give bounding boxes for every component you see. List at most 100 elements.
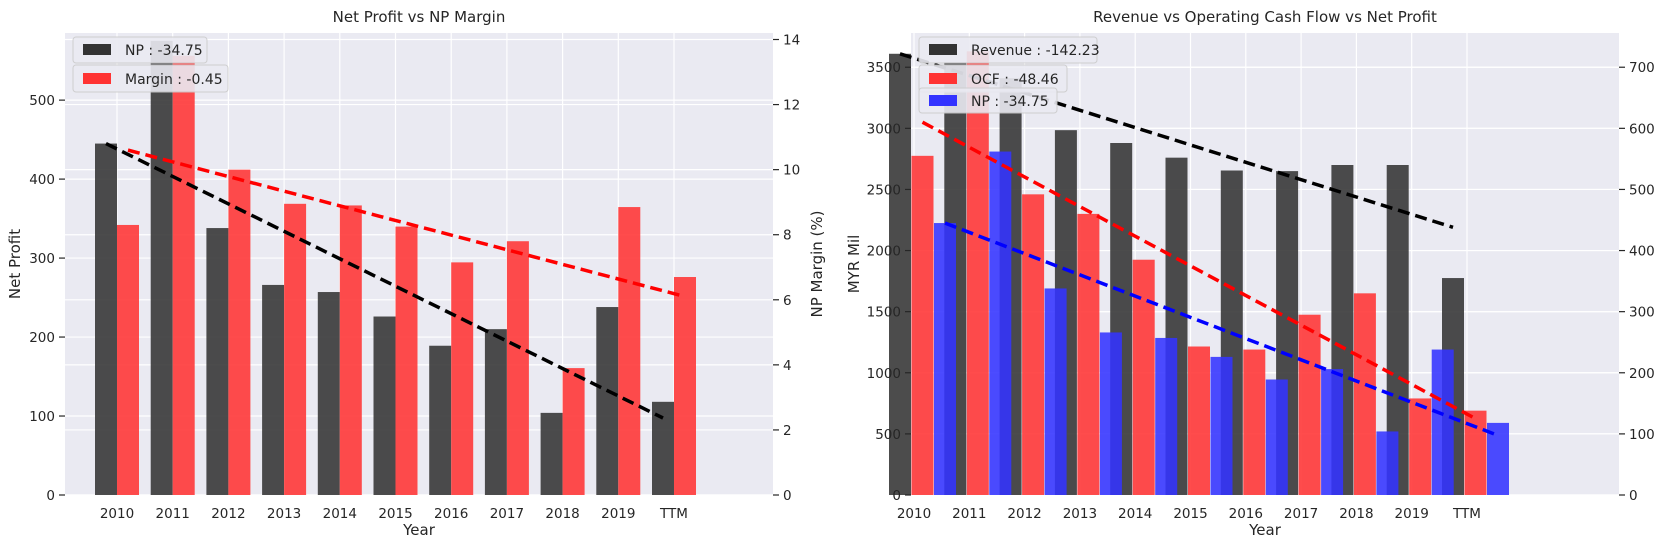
- left-y2-axis-label: NP Margin (%): [808, 211, 826, 318]
- trendline-ocf: [921, 120, 1477, 421]
- x-tick-label: TTM: [659, 506, 688, 522]
- bar-margin-2019: [618, 207, 641, 495]
- bar-ocf-2014: [1132, 259, 1155, 495]
- x-tick-label: 2011: [952, 506, 986, 522]
- bar-ocf-2013: [1077, 213, 1100, 495]
- y2-tick-label: 300: [1629, 305, 1655, 321]
- bar-revenue-2019: [1386, 165, 1409, 495]
- bar-np-2017: [1321, 369, 1344, 495]
- bar-np-2016: [429, 345, 452, 495]
- y-tick-label: 400: [29, 172, 55, 188]
- x-tick-label: 2016: [434, 506, 468, 522]
- right-legend-box-1: [918, 36, 1098, 64]
- y2-tick-label: 4: [783, 358, 792, 374]
- y-tick-label: 100: [29, 409, 55, 425]
- bar-ocf-2019: [1409, 398, 1432, 495]
- left-bars: [95, 40, 696, 496]
- bar-np-2012: [206, 228, 229, 496]
- bar-ocf-2015: [1188, 346, 1210, 495]
- bar-ocf-2017: [1298, 314, 1321, 495]
- y-tick-label: 0: [892, 488, 901, 504]
- left-chart: 0 100 200 300 400 500 0 2 4 6 8 10 12 14 2010 2011 2012 2…: [6, 8, 826, 539]
- y2-tick-label: 200: [1629, 366, 1655, 382]
- y-tick-label: 3000: [867, 121, 901, 137]
- legend-label-np-right: NP : -34.75: [971, 94, 1049, 110]
- legend-label-margin: Margin : -0.45: [125, 72, 223, 88]
- y2-tick-label: 12: [783, 98, 800, 114]
- bar-ocf-2011: [966, 51, 989, 495]
- x-tick-label: 2015: [378, 506, 412, 522]
- legend-label-ocf: OCF : -48.46: [971, 72, 1059, 88]
- left-x-axis-label: Year: [402, 521, 436, 539]
- y-tick-label: 0: [46, 488, 55, 504]
- y2-tick-label: 700: [1629, 60, 1655, 76]
- bar-np-2010: [934, 223, 956, 496]
- bar-np-2016: [1265, 379, 1288, 495]
- bar-np-2019: [596, 307, 619, 495]
- trendline-np: [105, 141, 664, 420]
- x-tick-label: 2014: [323, 506, 357, 522]
- bar-np-2015: [373, 316, 396, 495]
- x-tick-label: 2010: [100, 506, 134, 522]
- legend-swatch-np-right: [929, 95, 957, 106]
- x-tick-label: 2013: [267, 506, 301, 522]
- x-tick-label: TTM: [1452, 506, 1481, 522]
- y2-tick-label: 8: [783, 228, 792, 244]
- y-tick-label: 1000: [867, 366, 901, 382]
- bar-np-ttm: [652, 401, 674, 495]
- y2-tick-label: 10: [783, 163, 800, 179]
- right-x-axis-label: Year: [1248, 521, 1282, 539]
- right-legend: Revenue : -142.23 OCF : -48.46 NP : -34.…: [918, 36, 1100, 114]
- left-y-axis-label: Net Profit: [6, 229, 24, 299]
- bar-ocf-2010: [911, 155, 934, 496]
- x-tick-label: 2017: [490, 506, 524, 522]
- bar-np-2011: [989, 151, 1012, 496]
- bar-margin-2012: [228, 169, 251, 495]
- x-tick-label: 2018: [1339, 506, 1373, 522]
- bar-np-2012: [1044, 288, 1067, 495]
- y2-tick-label: 0: [1629, 488, 1638, 504]
- legend-swatch-np: [83, 44, 111, 55]
- left-legend-box-2: [72, 64, 229, 93]
- y2-tick-label: 400: [1629, 244, 1655, 260]
- y2-tick-label: 100: [1629, 427, 1655, 443]
- bar-margin-2010: [117, 224, 139, 495]
- left-chart-title: Net Profit vs NP Margin: [333, 8, 506, 26]
- bar-ocf-2012: [1022, 194, 1045, 496]
- x-tick-label: 2019: [1395, 506, 1429, 522]
- bar-np-2014: [317, 292, 340, 495]
- left-legend: NP : -34.75 Margin : -0.45: [72, 36, 229, 93]
- bar-revenue-2010: [889, 53, 911, 496]
- left-ticks: 0 100 200 300 400 500 0 2 4 6 8 10 12 14 2010 2011 2012 2…: [29, 33, 800, 522]
- bar-ocf-2018: [1353, 293, 1376, 495]
- y2-tick-label: 0: [783, 488, 792, 504]
- left-legend-box-1: [72, 36, 208, 64]
- y-tick-label: 200: [29, 330, 55, 346]
- x-tick-label: 2012: [1007, 506, 1041, 522]
- bar-ocf-2016: [1243, 349, 1266, 495]
- trendline-margin: [127, 148, 686, 299]
- bar-np-2014: [1155, 337, 1178, 495]
- y-tick-label: 1500: [867, 305, 901, 321]
- y2-tick-label: 2: [783, 423, 792, 439]
- x-tick-label: 2014: [1118, 506, 1152, 522]
- y2-tick-label: 600: [1629, 121, 1655, 137]
- bar-margin-ttm: [674, 277, 696, 495]
- bar-np-2013: [262, 284, 285, 495]
- right-y-axis-label: MYR Mil: [845, 235, 863, 294]
- bar-margin-2016: [451, 262, 474, 495]
- right-bars: [889, 51, 1509, 496]
- bar-ocf-ttm: [1464, 410, 1487, 495]
- x-tick-label: 2016: [1229, 506, 1263, 522]
- bar-np-2017: [484, 329, 507, 495]
- x-tick-label: 2019: [601, 506, 635, 522]
- bar-np-2010: [95, 143, 117, 496]
- trendline-np: [944, 221, 1499, 438]
- right-ticks: 0 500 1000 1500 2000 2500 3000 3500 0 100 200 300 40…: [867, 60, 1655, 522]
- legend-label-revenue: Revenue : -142.23: [971, 43, 1100, 59]
- legend-swatch-revenue: [929, 44, 957, 55]
- left-trendlines: [105, 141, 686, 420]
- bar-np-ttm: [1487, 422, 1509, 495]
- bar-margin-2015: [395, 226, 418, 495]
- bar-np-2018: [540, 412, 563, 495]
